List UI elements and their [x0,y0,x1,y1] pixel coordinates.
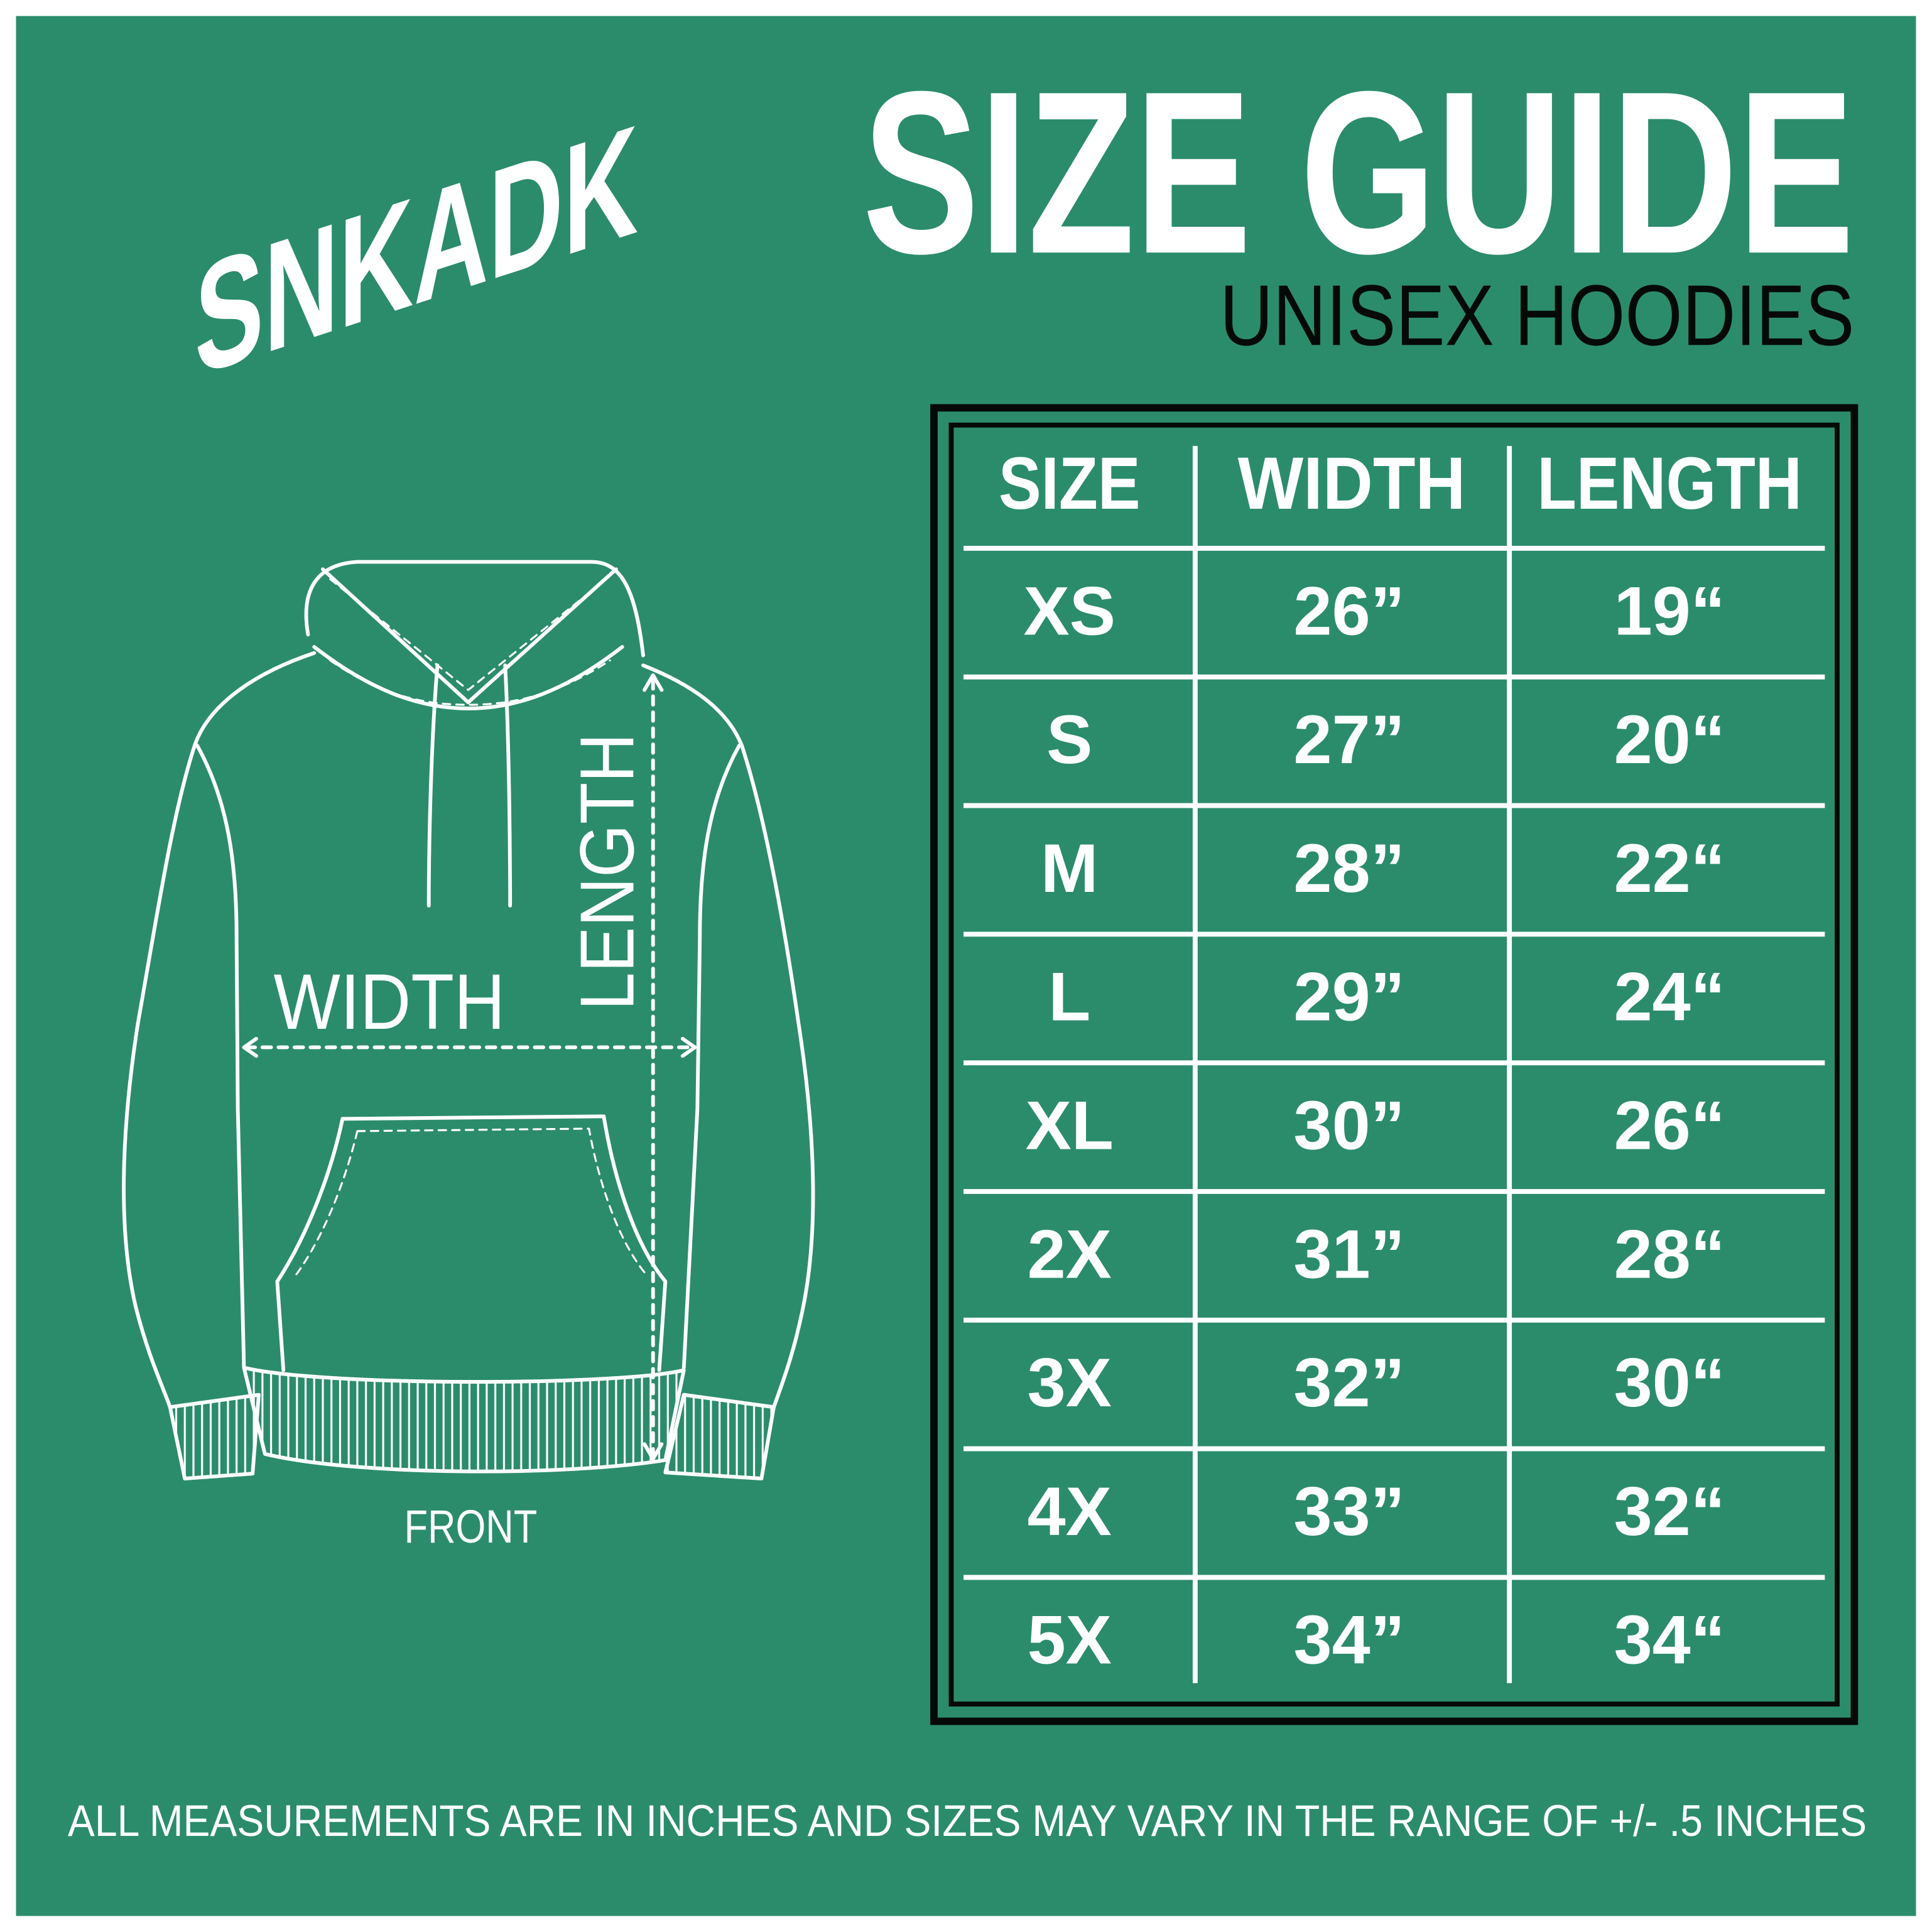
front-view-label: FRONT [404,1501,537,1553]
width-cell: 26” [1294,573,1405,649]
width-cell: 27” [1294,702,1405,778]
page-subtitle: UNISEX HOODIES [1220,268,1854,364]
size-cell: XS [1024,573,1116,649]
width-cell: 30” [1294,1088,1405,1164]
column-header-size: SIZE [999,442,1141,524]
table-row: M 28” 22“ [1041,830,1725,907]
table-row: 4X 33” 32“ [1028,1473,1725,1550]
table-row: 5X 34” 34“ [1028,1602,1725,1679]
table-row: L 29” 24“ [1048,959,1725,1036]
length-cell: 34“ [1614,1602,1725,1679]
measurement-note: ALL MEASUREMENTS ARE IN INCHES AND SIZES… [68,1796,1867,1845]
table-row: 2X 31” 28“ [1028,1216,1725,1293]
hoodie-illustration [122,560,815,1481]
column-header-length: LENGTH [1537,442,1802,524]
size-cell: S [1046,702,1092,778]
size-table: SIZE WIDTH LENGTH XS 26” 19“ S 27” 20“ M 28” 22“… [930,404,1859,1725]
length-cell: 28“ [1614,1216,1725,1293]
size-cell: 2X [1028,1216,1112,1293]
width-cell: 34” [1294,1602,1405,1679]
page-title: SIZE GUIDE [862,43,1854,302]
table-row: XL 30” 26“ [1026,1088,1725,1164]
table-row: XS 26” 19“ [1024,573,1725,649]
width-cell: 31” [1294,1216,1405,1293]
length-cell: 22“ [1614,830,1725,907]
column-header-width: WIDTH [1238,442,1466,524]
size-cell: XL [1026,1088,1114,1164]
width-cell: 28” [1294,830,1405,907]
length-cell: 26“ [1614,1088,1725,1164]
table-inner-border [948,422,1840,1707]
length-cell: 32“ [1614,1473,1725,1550]
length-cell: 20“ [1614,702,1725,778]
background-panel [16,16,1916,1916]
size-cell: 4X [1028,1473,1112,1550]
length-cell: 30“ [1614,1345,1725,1421]
width-cell: 33” [1294,1473,1405,1550]
size-cell: 5X [1028,1602,1112,1679]
table-row: 3X 32” 30“ [1028,1345,1725,1421]
width-cell: 32” [1294,1345,1405,1421]
length-label: LENGTH [564,733,649,1010]
table-row: S 27” 20“ [1046,702,1725,778]
size-cell: 3X [1028,1345,1112,1421]
length-cell: 19“ [1614,573,1725,649]
size-cell: L [1048,959,1090,1036]
size-cell: M [1041,830,1099,907]
width-label: WIDTH [274,957,506,1046]
table-outer-border [930,404,1859,1725]
width-cell: 29” [1294,959,1405,1036]
length-cell: 24“ [1614,959,1725,1036]
